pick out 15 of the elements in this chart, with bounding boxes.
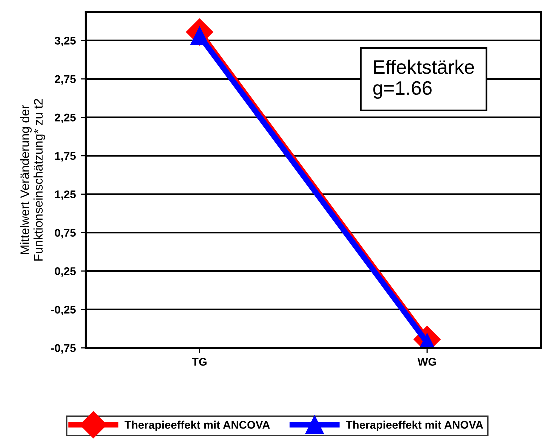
y-tick-label: 1,75 (55, 152, 76, 162)
y-tick-label: 0,75 (55, 229, 76, 239)
x-tick-label: TG (192, 358, 207, 366)
y-axis-title: Mittelwert Veränderung der Funktionseinschätzung* zu t2 (20, 99, 46, 261)
legend-label: Therapieeffekt mit ANOVA (346, 420, 484, 432)
x-tick-label: WG (418, 358, 436, 366)
y-tick-label: -0,25 (51, 306, 76, 316)
y-tick-label: 3,25 (54, 36, 76, 46)
legend-label: Therapieeffekt mit ANCOVA (124, 420, 270, 432)
y-tick-label: 1,25 (55, 190, 76, 200)
y-tick-label: 2,75 (55, 75, 76, 85)
y-tick-label: -0,75 (51, 344, 76, 354)
annotation: Effektstärke g=1.66 (374, 60, 474, 99)
y-tick-label: 0,25 (55, 268, 76, 278)
y-tick-label: 2,25 (55, 114, 76, 124)
